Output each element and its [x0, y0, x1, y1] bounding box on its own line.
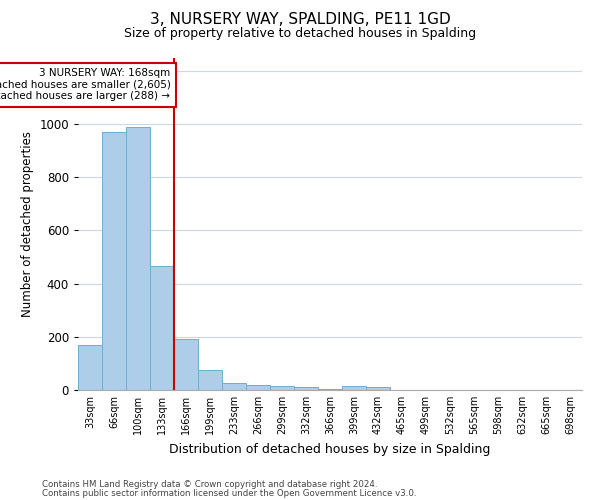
Text: 3 NURSERY WAY: 168sqm
← 90% of detached houses are smaller (2,605)
10% of semi-d: 3 NURSERY WAY: 168sqm ← 90% of detached …: [0, 68, 170, 102]
Bar: [318, 388, 342, 390]
Bar: [78, 345, 102, 390]
Bar: [366, 388, 390, 390]
Text: Contains HM Land Registry data © Crown copyright and database right 2024.: Contains HM Land Registry data © Crown c…: [42, 480, 377, 489]
Bar: [222, 384, 246, 390]
Text: Size of property relative to detached houses in Spalding: Size of property relative to detached ho…: [124, 28, 476, 40]
Bar: [126, 126, 150, 390]
X-axis label: Distribution of detached houses by size in Spalding: Distribution of detached houses by size …: [169, 442, 491, 456]
Text: Contains public sector information licensed under the Open Government Licence v3: Contains public sector information licen…: [42, 489, 416, 498]
Bar: [246, 384, 270, 390]
Y-axis label: Number of detached properties: Number of detached properties: [20, 130, 34, 317]
Bar: [150, 266, 174, 390]
Bar: [294, 388, 318, 390]
Text: 3, NURSERY WAY, SPALDING, PE11 1GD: 3, NURSERY WAY, SPALDING, PE11 1GD: [149, 12, 451, 28]
Bar: [198, 370, 222, 390]
Bar: [342, 386, 366, 390]
Bar: [270, 386, 294, 390]
Bar: [102, 132, 126, 390]
Bar: [174, 340, 198, 390]
